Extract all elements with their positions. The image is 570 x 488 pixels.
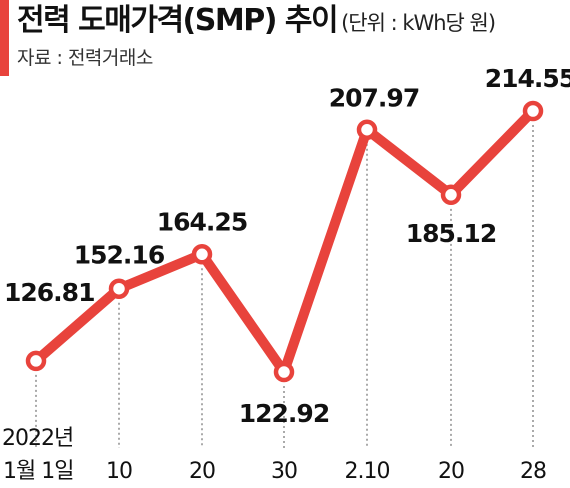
x-axis-year-label: 2022년: [2, 426, 73, 451]
data-point: [191, 244, 213, 265]
data-point: [440, 184, 462, 206]
x-tick-label: 2.10: [345, 459, 390, 484]
data-point: [25, 350, 47, 372]
data-point: [356, 119, 378, 140]
data-label: 126.81: [4, 278, 94, 307]
data-label: 152.16: [74, 241, 165, 270]
chart-header: 전력 도매가격(SMP) 추이 (단위 : kWh당 원): [17, 2, 496, 44]
data-label: 185.12: [406, 219, 496, 248]
data-label: 122.92: [239, 399, 329, 428]
data-label: 164.25: [157, 207, 247, 236]
data-points: [25, 100, 544, 383]
x-tick-label: 10: [106, 459, 132, 484]
x-tick-label: 30: [271, 459, 297, 484]
title-accent-bar: [0, 0, 9, 76]
data-point: [273, 361, 295, 383]
guide-lines: [35, 125, 534, 448]
chart-unit: (단위 : kWh당 원): [341, 11, 496, 35]
x-axis-tick-labels: 2022년 1월 1일 10 20 30 2.10 20 28: [2, 426, 547, 484]
x-tick-label: 28: [520, 459, 546, 484]
x-tick-label: 1월 1일: [3, 459, 73, 484]
data-label: 214.55: [485, 64, 570, 93]
data-point: [522, 100, 544, 122]
data-labels: 126.81 152.16 164.25 122.92 207.97 185.12 214.…: [4, 64, 570, 428]
chart-title: 전력 도매가격(SMP) 추이: [17, 3, 339, 38]
data-label: 207.97: [329, 84, 419, 113]
data-point: [108, 278, 130, 299]
x-tick-label: 20: [189, 459, 215, 484]
x-tick-label: 20: [438, 459, 464, 484]
chart-source: 자료 : 전력거래소: [17, 47, 153, 69]
